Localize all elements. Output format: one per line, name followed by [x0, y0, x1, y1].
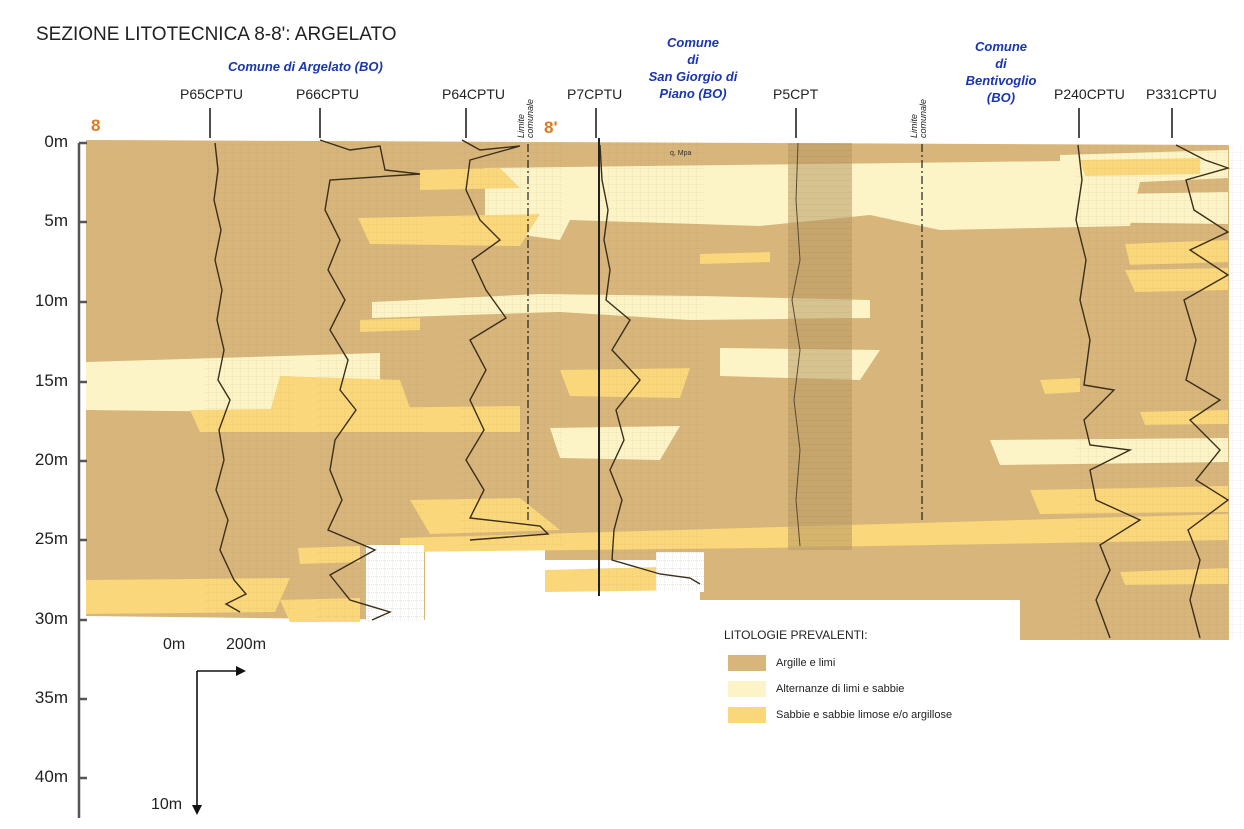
- borehole-label-p240: P240CPTU: [1054, 86, 1125, 102]
- section-marker-end: 8': [544, 118, 558, 137]
- log-strip-p65: [205, 143, 295, 613]
- cpt-curve-p64: [461, 139, 550, 541]
- log-annotation: q, Mpa: [670, 150, 692, 157]
- scale-label-h-end: 200m: [226, 636, 267, 653]
- cpt-curve-p5: [791, 142, 801, 547]
- borehole-label-p7: P7CPTU: [567, 86, 623, 102]
- borehole-ticks: [209, 108, 1173, 138]
- borehole-label-p331: P331CPTU: [1146, 86, 1217, 102]
- depth-axis: [77, 141, 87, 818]
- depth-label-0m: 0m: [44, 132, 68, 151]
- limite-comunale-label-1: Limite comunale: [516, 98, 535, 138]
- legend-label-sand: Sabbie e sabbie limose e/o argillose: [776, 709, 953, 721]
- borehole-label-p65: P65CPTU: [180, 86, 244, 102]
- cpt-curves: [213, 139, 1231, 639]
- scale-h-arrowhead: [236, 666, 246, 676]
- depth-label-20m: 20m: [34, 450, 68, 469]
- borehole-label-p64: P64CPTU: [442, 86, 506, 102]
- scale-label-v-end: 10m: [151, 796, 183, 813]
- legend-swatch-sand: [728, 707, 766, 723]
- cpt-curve-p65: [213, 142, 248, 613]
- cpt-log-strips: [205, 140, 1244, 640]
- legend-swatches: [728, 655, 766, 723]
- scale-bar: [192, 666, 246, 815]
- log-strip-p7-extension-grid: [656, 552, 704, 592]
- sand-lens: [1040, 378, 1080, 394]
- legend-label-alternations: Alternanze di limi e sabbie: [776, 683, 905, 695]
- log-strip-p240: [1074, 145, 1170, 640]
- legend-swatch-clay: [728, 655, 766, 671]
- scale-v-arrowhead: [192, 805, 202, 815]
- limite-text: Limite comunale: [516, 98, 535, 138]
- commune-label-san-giorgio: Comune di San Giorgio di Piano (BO): [648, 35, 738, 101]
- legend-label-clay: Argille e limi: [776, 657, 836, 669]
- depth-label-10m: 10m: [34, 291, 68, 310]
- municipal-boundaries: [527, 144, 923, 520]
- borehole-label-p5: P5CPT: [773, 86, 819, 102]
- cpt-curve-p331: [1175, 144, 1231, 639]
- depth-label-30m: 30m: [34, 609, 68, 628]
- depth-label-25m: 25m: [34, 529, 68, 548]
- cpt-curve-p240: [1075, 144, 1142, 639]
- depth-label-5m: 5m: [44, 211, 68, 230]
- borehole-label-p66: P66CPTU: [296, 86, 360, 102]
- section-marker-start: 8: [91, 116, 101, 135]
- depth-label-40m: 40m: [34, 767, 68, 786]
- log-strip-p64: [458, 140, 562, 546]
- sand-lens: [700, 252, 770, 264]
- log-strip-p66-extension-grid: [366, 545, 424, 621]
- cpt-curve-p7: [599, 144, 701, 585]
- log-strip-p5: [788, 143, 852, 550]
- depth-label-35m: 35m: [34, 688, 68, 707]
- log-strip-p66: [316, 140, 424, 620]
- page-title: SEZIONE LITOTECNICA 8-8': ARGELATO: [36, 24, 397, 45]
- commune-label-argelato: Comune di Argelato (BO): [228, 59, 383, 74]
- legend-title: LITOLOGIE PREVALENTI:: [724, 628, 868, 642]
- log-strip-p7: [596, 140, 704, 592]
- commune-label-bentivoglio: Comune di Bentivoglio (BO): [965, 39, 1037, 105]
- limite-text: Limite comunale: [909, 98, 928, 138]
- legend-swatch-alternations: [728, 681, 766, 697]
- cpt-curve-p66: [319, 139, 421, 621]
- limite-comunale-label-2: Limite comunale: [909, 98, 928, 138]
- scale-label-h-start: 0m: [163, 636, 186, 653]
- depth-label-15m: 15m: [34, 371, 68, 390]
